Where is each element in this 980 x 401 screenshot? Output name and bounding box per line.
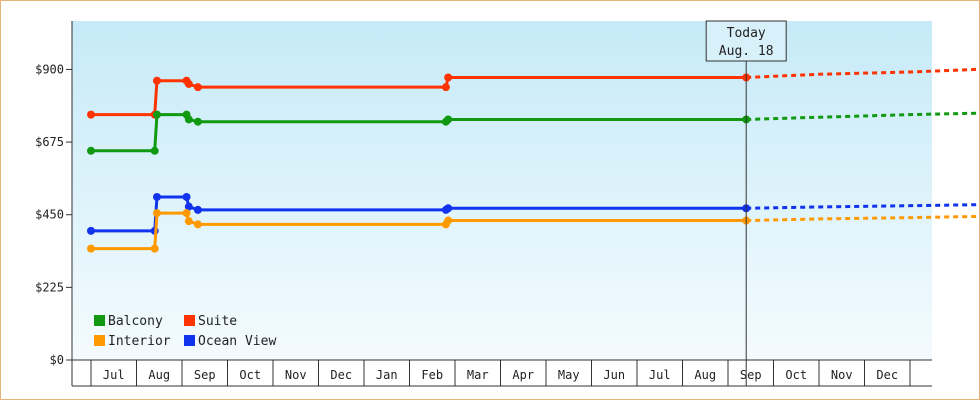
legend-label: Suite: [198, 314, 237, 329]
series-forecast-interior: [746, 214, 980, 223]
legend-swatch: [184, 335, 195, 346]
x-tick-label: Jun: [603, 368, 625, 382]
x-tick-label: Jan: [376, 368, 398, 382]
legend-swatch: [184, 315, 195, 326]
y-tick-label: $0: [50, 353, 64, 367]
x-tick-label: Sep: [194, 368, 216, 382]
data-point: [150, 146, 159, 155]
y-tick-label: $675: [35, 135, 64, 149]
data-point: [184, 202, 193, 211]
y-tick-label: $450: [35, 208, 64, 222]
plot-area: [72, 21, 932, 360]
x-tick-label: Jul: [103, 368, 125, 382]
data-point: [152, 110, 161, 119]
x-tick-label: Feb: [421, 368, 443, 382]
x-tick-label: Oct: [239, 368, 261, 382]
data-point: [87, 226, 95, 235]
data-point: [87, 244, 95, 253]
x-tick-label: Aug: [148, 368, 170, 382]
x-tick-label: Nov: [831, 368, 853, 382]
today-date: Aug. 18: [719, 44, 774, 59]
data-point: [193, 220, 202, 229]
x-tick-label: Dec: [330, 368, 352, 382]
series-forecast-ocean-view: [746, 203, 980, 210]
data-point: [184, 79, 193, 88]
legend-label: Interior: [108, 334, 171, 349]
data-point: [152, 76, 161, 85]
x-tick-label: Nov: [285, 368, 307, 382]
legend-label: Ocean View: [198, 334, 276, 349]
data-point: [182, 209, 191, 218]
data-point: [193, 205, 202, 214]
data-point: [444, 216, 453, 225]
series-forecast-balcony: [746, 111, 980, 121]
data-point: [150, 244, 159, 253]
x-tick-label: Mar: [467, 368, 489, 382]
legend-swatch: [94, 335, 105, 346]
data-point: [441, 83, 450, 92]
today-box: [705, 20, 787, 62]
x-tick-label: Sep: [740, 368, 762, 382]
x-tick-label: Apr: [512, 368, 534, 382]
data-point: [87, 110, 95, 119]
x-tick-label: Dec: [876, 368, 898, 382]
legend-label: Balcony: [108, 314, 163, 329]
x-tick-label: Jul: [649, 368, 671, 382]
data-point: [184, 115, 193, 124]
data-point: [152, 209, 161, 218]
y-tick-label: $225: [35, 280, 64, 294]
y-tick-label: $900: [35, 62, 64, 76]
data-point: [193, 83, 202, 92]
data-point: [444, 115, 453, 124]
x-tick-label: Oct: [785, 368, 807, 382]
data-point: [193, 117, 202, 126]
data-point: [444, 73, 453, 82]
series-forecast-suite: [746, 67, 980, 79]
data-point: [152, 192, 161, 201]
today-label: Today: [727, 26, 766, 41]
data-point: [444, 204, 453, 213]
legend-swatch: [94, 315, 105, 326]
data-point: [182, 192, 191, 201]
data-point: [184, 217, 193, 226]
x-tick-label: May: [558, 368, 580, 382]
data-point: [87, 146, 95, 155]
x-tick-label: Aug: [694, 368, 716, 382]
